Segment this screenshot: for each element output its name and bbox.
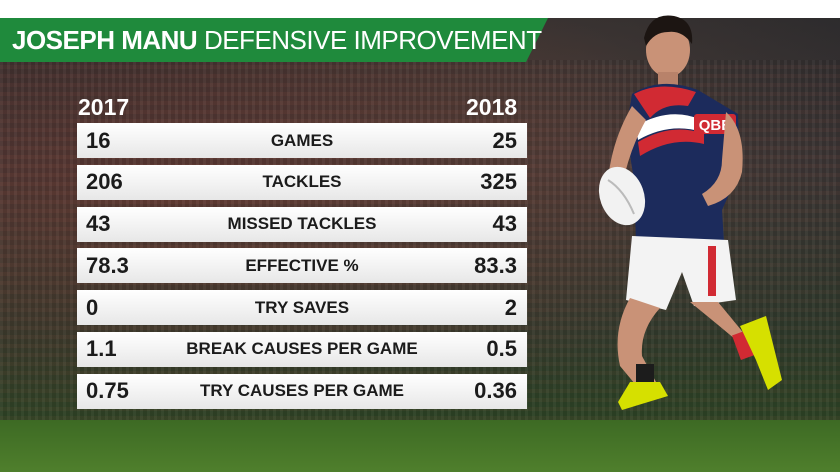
stat-value-2018: 43 [492, 211, 517, 237]
title-subtitle: DEFENSIVE IMPROVEMENT [203, 25, 542, 55]
stat-label: EFFECTIVE % [245, 255, 359, 275]
page-title: JOSEPH MANU DEFENSIVE IMPROVEMENT [12, 26, 542, 54]
year-2018-header: 2018 [466, 94, 518, 120]
stats-table: 16 GAMES 25 206 TACKLES 325 43 MISSED TA… [77, 123, 527, 416]
stat-value-2018: 325 [480, 169, 517, 195]
stat-value-2017: 78.3 [86, 252, 129, 278]
stat-value-2018: 25 [492, 127, 517, 153]
stat-label: GAMES [270, 130, 334, 150]
field-grass [0, 420, 840, 472]
stat-value-2017: 0 [86, 294, 99, 320]
stat-value-2018: 0.36 [474, 378, 517, 404]
stat-value-2017: 206 [86, 169, 123, 195]
stat-value-2017: 16 [86, 127, 111, 153]
stat-row-try-causes: 0.75 TRY CAUSES PER GAME 0.36 [77, 373, 527, 409]
stat-label: BREAK CAUSES PER GAME [186, 339, 418, 359]
stat-label: MISSED TACKLES [227, 214, 377, 234]
stat-row-effective: 78.3 EFFECTIVE % 83.3 [77, 248, 527, 284]
top-strip [0, 0, 840, 18]
year-2017-header: 2017 [78, 94, 130, 120]
stat-value-2018: 2 [504, 294, 517, 320]
player-photo: QBE [598, 15, 782, 410]
stat-value-2017: 0.75 [86, 378, 129, 404]
stat-value-2018: 0.5 [486, 336, 517, 362]
player-name: JOSEPH MANU [12, 25, 198, 55]
stat-row-try-saves: 0 TRY SAVES 2 [77, 290, 527, 326]
stat-value-2018: 83.3 [474, 252, 517, 278]
stat-row-missed-tackles: 43 MISSED TACKLES 43 [77, 206, 527, 242]
stat-row-games: 16 GAMES 25 [77, 123, 527, 158]
stat-value-2017: 1.1 [86, 336, 117, 362]
stat-row-break-causes: 1.1 BREAK CAUSES PER GAME 0.5 [77, 331, 527, 367]
jersey-sponsor-text: QBE [699, 117, 732, 134]
stat-label: TRY SAVES [254, 297, 350, 317]
stat-row-tackles: 206 TACKLES 325 [77, 164, 527, 200]
title-banner [0, 18, 548, 62]
stat-value-2017: 43 [86, 211, 111, 237]
stat-label: TRY CAUSES PER GAME [199, 381, 405, 401]
stat-label: TACKLES [262, 172, 342, 192]
